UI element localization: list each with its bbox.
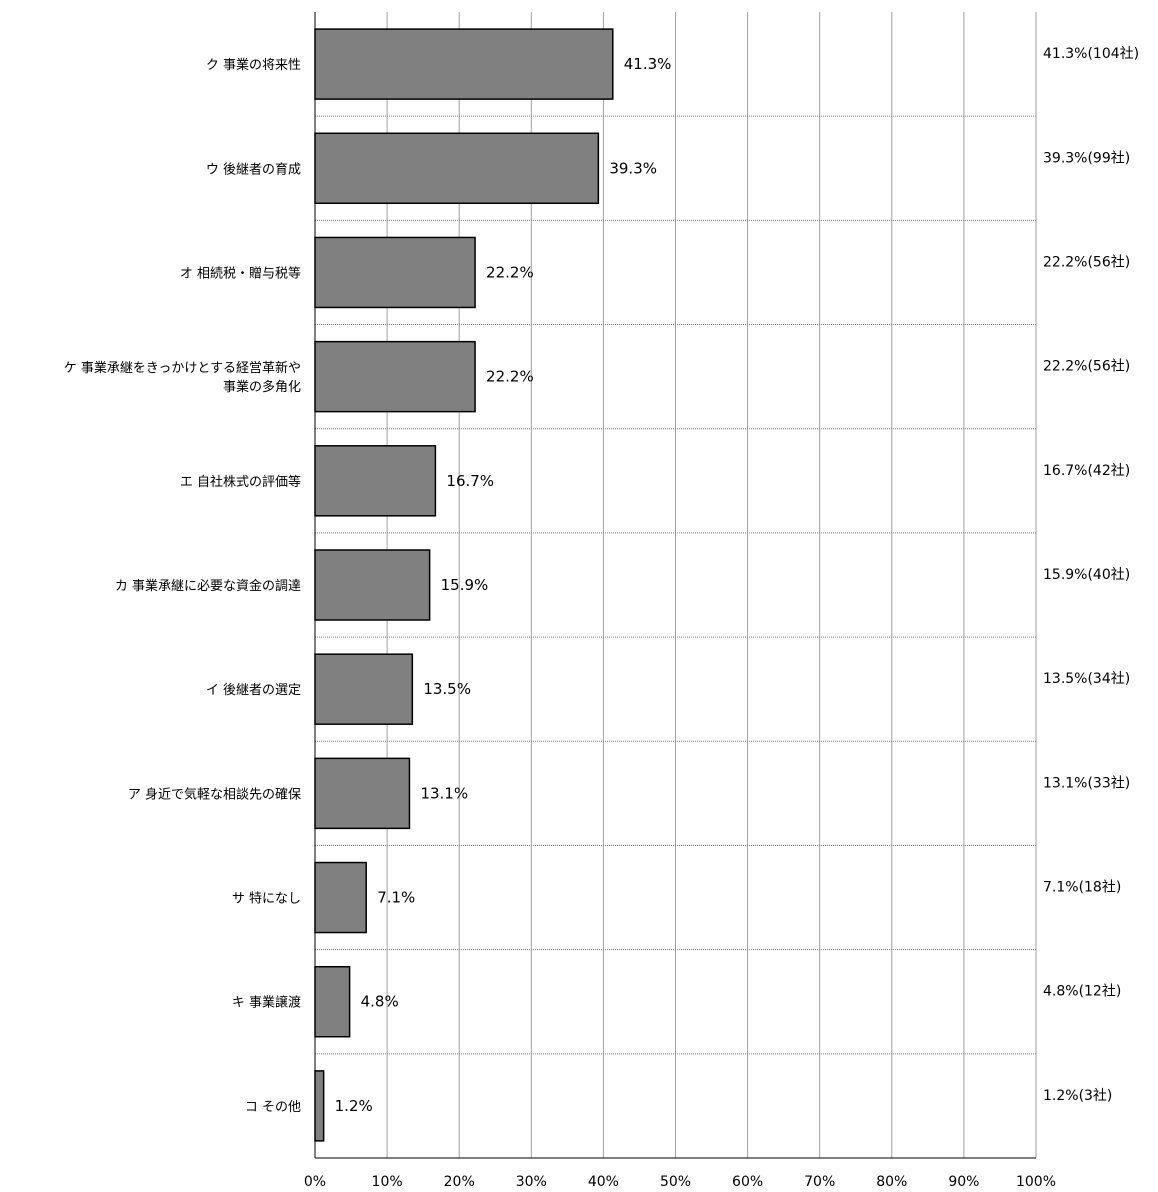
- bar: [314, 965, 351, 1038]
- x-tick-label: 10%: [372, 1174, 403, 1190]
- data-label: 7.1%: [377, 889, 415, 907]
- data-label: 1.2%: [335, 1097, 373, 1115]
- count-label: 16.7%(42社): [1043, 463, 1130, 479]
- count-label: 22.2%(56社): [1043, 359, 1130, 375]
- category-label: ア 身近で気軽な相談先の確保: [128, 786, 301, 802]
- category-label: ウ 後継者の育成: [206, 161, 301, 177]
- x-tick-label: 30%: [516, 1174, 547, 1190]
- count-label: 7.1%(18社): [1043, 880, 1121, 896]
- bar: [314, 757, 411, 830]
- count-label: 22.2%(56社): [1043, 254, 1130, 270]
- category-label: イ 後継者の選定: [206, 683, 301, 698]
- axes: [314, 12, 1036, 1159]
- x-tick-label: 70%: [804, 1174, 835, 1190]
- bar: [314, 1070, 325, 1142]
- count-label: 4.8%(12社): [1043, 984, 1121, 1000]
- data-label: 13.5%: [423, 680, 471, 698]
- bar: [314, 653, 414, 725]
- bar: [314, 861, 367, 934]
- bar: [314, 236, 476, 309]
- data-label: 39.3%: [609, 159, 657, 177]
- bars: [314, 28, 614, 1142]
- x-tick-label: 0%: [304, 1174, 326, 1190]
- count-label: 15.9%(40社): [1043, 567, 1130, 583]
- x-tick-label: 80%: [876, 1174, 907, 1190]
- data-label: 22.2%: [486, 368, 534, 386]
- count-label: 1.2%(3社): [1043, 1088, 1112, 1104]
- bar: [314, 445, 437, 517]
- category-label: エ 自社株式の評価等: [180, 474, 301, 490]
- category-label: サ 特になし: [232, 892, 301, 907]
- category-label: 事業の多角化: [223, 379, 301, 395]
- data-label: 22.2%: [486, 263, 534, 281]
- count-label: 13.5%(34社): [1043, 671, 1130, 687]
- category-label: オ 相続税・贈与税等: [180, 265, 301, 281]
- x-tick-label: 90%: [948, 1174, 979, 1190]
- count-label: 41.3%(104社): [1043, 46, 1139, 62]
- category-label: コ その他: [245, 1100, 301, 1115]
- count-label: 13.1%(33社): [1043, 775, 1130, 791]
- x-tick-label: 100%: [1016, 1174, 1056, 1190]
- x-tick-label: 40%: [588, 1174, 619, 1190]
- data-label: 16.7%: [446, 472, 494, 490]
- labels: 0% 10% 20% 30% 40% 50% 60% 70% 80% 90% 100% 41.3% 41…: [64, 46, 1139, 1190]
- bar: [314, 132, 600, 205]
- data-label: 4.8%: [361, 993, 399, 1011]
- category-label: キ 事業譲渡: [232, 995, 301, 1011]
- x-tick-label: 20%: [444, 1174, 475, 1190]
- x-tick-label: 60%: [732, 1174, 763, 1190]
- row-separators: [315, 115, 1036, 1055]
- bar: [314, 549, 431, 621]
- data-label: 41.3%: [624, 55, 672, 73]
- category-label: ケ 事業承継をきっかけとする経営革新や: [64, 360, 301, 376]
- category-label: ク 事業の将来性: [206, 57, 301, 73]
- category-label: カ 事業承継に必要な資金の調達: [115, 578, 301, 594]
- count-label: 39.3%(99社): [1043, 150, 1130, 166]
- bar: [314, 340, 476, 413]
- data-label: 15.9%: [441, 576, 489, 594]
- data-label: 13.1%: [420, 784, 468, 802]
- bar: [314, 28, 614, 100]
- x-tick-label: 50%: [660, 1174, 691, 1190]
